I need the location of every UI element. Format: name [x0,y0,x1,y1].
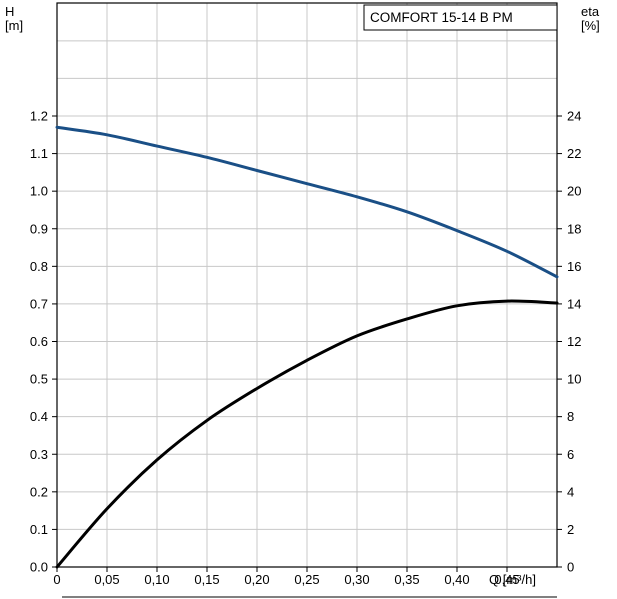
x-axis-label: Q [m³/h] [489,572,536,587]
chart-title-box: COMFORT 15-14 B PM [364,5,557,30]
chart-title: COMFORT 15-14 B PM [370,10,513,25]
y-left-tick-label: 0.6 [30,334,48,349]
x-tick-label: 0,05 [94,572,119,587]
y-left-tick-label: 0.8 [30,259,48,274]
y-right-tick-label: 18 [567,221,581,236]
x-tick-label: 0,25 [294,572,319,587]
y-right-tick-label: 6 [567,447,574,462]
x-tick-label: 0,20 [244,572,269,587]
y-left-tick-label: 0.2 [30,484,48,499]
x-tick-label: 0,40 [444,572,469,587]
y-right-tick-label: 20 [567,184,581,199]
x-tick-label: 0,10 [144,572,169,587]
y-right-tick-label: 16 [567,259,581,274]
x-tick-label: 0,15 [194,572,219,587]
y-right-axis-label-line2: [%] [581,18,600,33]
y-right-tick-label: 22 [567,146,581,161]
y-right-tick-label: 10 [567,372,581,387]
y-right-tick-label: 24 [567,109,581,124]
y-right-tick-label: 2 [567,522,574,537]
y-left-tick-label: 1.2 [30,109,48,124]
x-tick-label: 0,30 [344,572,369,587]
y-right-tick-label: 12 [567,334,581,349]
y-left-tick-label: 0.9 [30,221,48,236]
y-left-axis-label-line2: [m] [5,18,23,33]
y-right-tick-label: 0 [567,560,574,575]
y-left-axis-label-line1: H [5,4,14,19]
y-left-tick-label: 0.5 [30,372,48,387]
x-tick-label: 0 [53,572,60,587]
y-left-tick-label: 1.1 [30,146,48,161]
y-left-tick-label: 0.7 [30,296,48,311]
y-left-tick-label: 0.1 [30,522,48,537]
labels-layer: 0 0,05 0,10 0,15 0,20 0,25 0,30 0,35 0,40 0,450.0… [30,109,582,588]
y-left-tick-label: 0.0 [30,560,48,575]
y-left-tick-label: 0.3 [30,447,48,462]
y-right-tick-label: 4 [567,484,574,499]
y-right-tick-label: 8 [567,409,574,424]
y-right-axis-label-line1: eta [581,4,600,19]
y-left-tick-label: 1.0 [30,184,48,199]
y-right-tick-label: 14 [567,296,581,311]
y-left-tick-label: 0.4 [30,409,48,424]
x-tick-label: 0,35 [394,572,419,587]
